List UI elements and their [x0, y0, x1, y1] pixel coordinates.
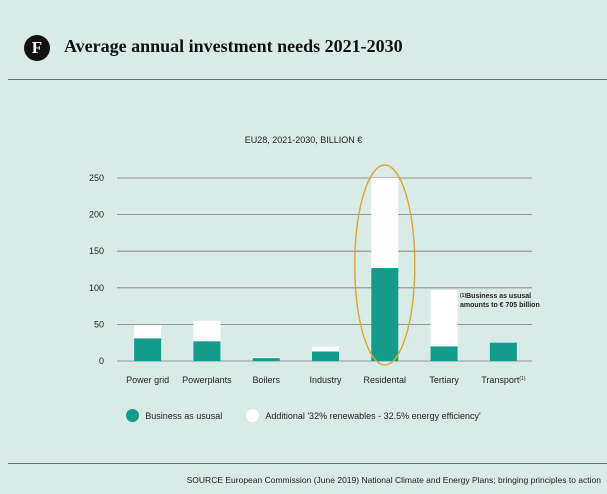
x-tick-label: Industry [309, 375, 342, 385]
bar-segment [252, 358, 280, 361]
header-divider [8, 79, 607, 80]
footer-divider [8, 463, 607, 464]
footnote-text: Business as ususal amounts to € 705 bill… [460, 293, 540, 309]
brand-logo: F [24, 35, 50, 61]
footnote-marker: (1) [460, 293, 467, 299]
legend-label: Additional '32% renewables - 32.5% energ… [265, 410, 481, 421]
x-tick-label: Boilers [252, 375, 280, 385]
bar-segment [193, 341, 221, 361]
y-tick-label: 100 [89, 283, 104, 293]
y-tick-label: 0 [99, 356, 104, 366]
bar-segment [193, 320, 221, 342]
bar-segment [252, 357, 280, 359]
legend-swatch-teal [126, 409, 140, 422]
y-tick-label: 250 [89, 173, 104, 183]
source-note: SOURCE European Commission (June 2019) N… [186, 475, 601, 485]
y-tick-label: 200 [89, 210, 104, 220]
legend-label: Business as ususal [145, 410, 223, 421]
page-title: Average annual investment needs 2021-203… [64, 36, 403, 56]
bar-segment [430, 346, 458, 361]
x-tick-label: Power grid [126, 375, 169, 385]
legend-item-additional: Additional '32% renewables - 32.5% energ… [246, 409, 481, 422]
footnote: (1)Business as ususal amounts to € 705 b… [460, 292, 540, 310]
bar-segment [312, 346, 339, 352]
x-tick-label: Transport(1) [481, 375, 526, 385]
x-tick-label: Tertiary [429, 375, 459, 385]
legend-swatch-white [246, 409, 260, 422]
bar-segment [312, 351, 339, 361]
chart-subtitle: EU28, 2021-2030, BILLION € [244, 135, 363, 145]
bar-segment [371, 268, 399, 361]
y-tick-label: 50 [94, 319, 104, 329]
header: F Average annual investment needs 2021-2… [0, 0, 607, 80]
legend-item-business-as-usual: Business as ususal [126, 409, 222, 422]
x-tick-superscript: (1) [519, 376, 525, 382]
bar-segment [371, 178, 399, 269]
highlight-ellipse [354, 164, 416, 366]
bar-segment [134, 338, 162, 361]
bar-segment [430, 289, 458, 347]
bar-segment [134, 325, 162, 339]
x-tick-label: Residental [364, 375, 407, 385]
y-tick-label: 150 [89, 246, 104, 256]
x-tick-label: Powerplants [182, 375, 232, 385]
bar-segment [489, 342, 517, 361]
chart-legend: Business as ususal Additional '32% renew… [0, 409, 607, 422]
